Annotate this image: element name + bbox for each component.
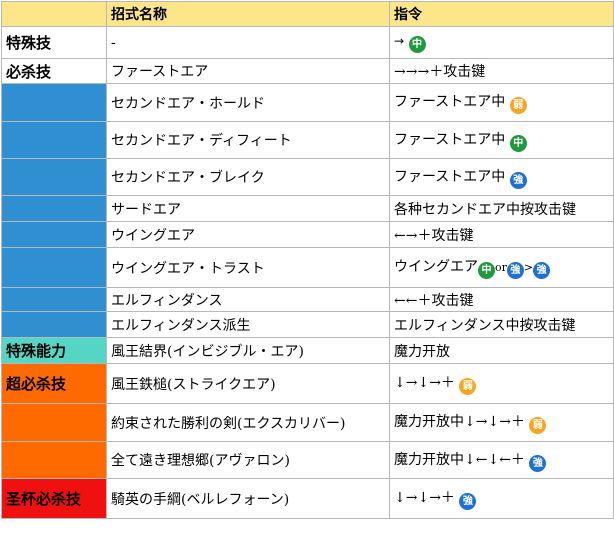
move-name: ファーストエア — [106, 58, 390, 84]
table-row: 必杀技 ファーストエア →→→＋攻击键 — [1, 58, 614, 84]
command: ファーストエア中 中 — [389, 121, 614, 159]
then-separator: > — [523, 261, 534, 274]
command: 魔力开放 — [389, 337, 614, 364]
command: ウイングエア中 or 強 > 強 — [389, 247, 614, 288]
header-move-name: 招式名称 — [106, 1, 390, 27]
category-cell — [1, 195, 107, 222]
command: → 中 — [389, 26, 614, 59]
category-super-move: 超必杀技 — [1, 363, 107, 404]
strong-button-icon: 強 — [529, 454, 547, 472]
move-list-table: 招式名称 指令 特殊技 - → 中 必杀技 ファーストエア →→→＋攻击键 セカ… — [1, 1, 614, 519]
command: ←←＋攻击键 — [389, 287, 614, 312]
command-text: ファーストエア中 — [394, 168, 506, 185]
command: ↓→↓→＋ 弱 — [389, 363, 614, 404]
header-row: 招式名称 指令 — [1, 1, 614, 27]
command: →→→＋攻击键 — [389, 58, 614, 84]
category-cell — [1, 158, 107, 196]
move-name: サードエア — [106, 195, 390, 222]
category-cell — [1, 403, 107, 442]
move-name: エルフィンダンス派生 — [106, 311, 390, 338]
category-cell — [1, 83, 107, 122]
move-name: 風王結界(インビジブル・エア) — [106, 337, 390, 364]
weak-button-icon: 弱 — [509, 97, 527, 114]
category-cell — [1, 247, 107, 288]
table-row: セカンドエア・ディフィート ファーストエア中 中 — [1, 121, 614, 159]
strong-button-icon: 強 — [509, 171, 527, 189]
command-text: 魔力开放中↓←↓←＋ — [394, 451, 525, 468]
medium-button-icon: 中 — [408, 35, 426, 53]
table-row: エルフィンダンス ←←＋攻击键 — [1, 287, 614, 312]
command-text: ↓→↓→＋ — [394, 375, 455, 391]
table-row: 特殊能力 風王結界(インビジブル・エア) 魔力开放 — [1, 337, 614, 364]
category-cell — [1, 441, 107, 479]
move-name: 騎英の手綱(ベルレフォーン) — [106, 478, 390, 519]
command-text: 魔力开放中↓→↓→＋ — [394, 414, 525, 430]
move-name: ウイングエア・トラスト — [106, 247, 390, 288]
medium-button-icon: 中 — [478, 262, 495, 279]
category-cell — [1, 121, 107, 159]
table-row: 全て遠き理想郷(アヴァロン) 魔力开放中↓←↓←＋ 強 — [1, 441, 614, 479]
strong-button-icon: 強 — [506, 262, 524, 279]
move-name: エルフィンダンス — [106, 287, 390, 312]
move-name: 風王鉄槌(ストライクエア) — [106, 363, 390, 404]
medium-button-icon: 中 — [509, 134, 527, 152]
header-command: 指令 — [389, 1, 614, 27]
table-row: エルフィンダンス派生 エルフィンダンス中按攻击键 — [1, 311, 614, 338]
weak-button-icon: 弱 — [459, 378, 477, 395]
command: エルフィンダンス中按攻击键 — [389, 311, 614, 338]
or-separator: or — [495, 261, 507, 274]
table-row: セカンドエア・ホールド ファーストエア中 弱 — [1, 83, 614, 122]
move-name: セカンドエア・ディフィート — [106, 121, 390, 159]
command-text: ファーストエア中 — [394, 94, 506, 110]
strong-button-icon: 強 — [459, 493, 477, 510]
command-text: ウイングエア — [394, 259, 478, 275]
command-text: → — [394, 33, 405, 48]
command: ファーストエア中 弱 — [389, 83, 614, 122]
move-name: セカンドエア・ホールド — [106, 83, 390, 122]
command: ←→＋攻击键 — [389, 221, 614, 248]
command: 魔力开放中↓←↓←＋ 強 — [389, 441, 614, 479]
table-row: 超必杀技 風王鉄槌(ストライクエア) ↓→↓→＋ 弱 — [1, 363, 614, 404]
command: 各种セカンドエア中按攻击键 — [389, 195, 614, 222]
table-row: 圣杯必杀技 騎英の手綱(ベルレフォーン) ↓→↓→＋ 強 — [1, 478, 614, 519]
category-cell — [1, 221, 107, 248]
header-category — [1, 1, 107, 27]
table-row: ウイングエア・トラスト ウイングエア中 or 強 > 強 — [1, 247, 614, 288]
table-row: サードエア 各种セカンドエア中按攻击键 — [1, 195, 614, 222]
table-row: 特殊技 - → 中 — [1, 26, 614, 59]
command-text: ファーストエア中 — [394, 131, 506, 148]
category-special-attack: 必杀技 — [1, 58, 107, 84]
table-row: ウイングエア ←→＋攻击键 — [1, 221, 614, 248]
weak-button-icon: 弱 — [529, 417, 547, 434]
category-special-ability: 特殊能力 — [1, 337, 107, 364]
category-cell — [1, 311, 107, 338]
move-name: 約束された勝利の剣(エクスカリバー) — [106, 403, 390, 442]
table-row: セカンドエア・ブレイク ファーストエア中 強 — [1, 158, 614, 196]
command: 魔力开放中↓→↓→＋ 弱 — [389, 403, 614, 442]
category-special-move: 特殊技 — [1, 26, 107, 59]
strong-button-icon: 強 — [533, 262, 551, 279]
command: ↓→↓→＋ 強 — [389, 478, 614, 519]
command-text: ↓→↓→＋ — [394, 490, 455, 506]
move-name: セカンドエア・ブレイク — [106, 158, 390, 196]
category-cell — [1, 287, 107, 312]
move-name: ウイングエア — [106, 221, 390, 248]
move-name: - — [106, 26, 390, 59]
table-row: 約束された勝利の剣(エクスカリバー) 魔力开放中↓→↓→＋ 弱 — [1, 403, 614, 442]
category-holy-grail-move: 圣杯必杀技 — [1, 478, 107, 519]
command: ファーストエア中 強 — [389, 158, 614, 196]
move-name: 全て遠き理想郷(アヴァロン) — [106, 441, 390, 479]
